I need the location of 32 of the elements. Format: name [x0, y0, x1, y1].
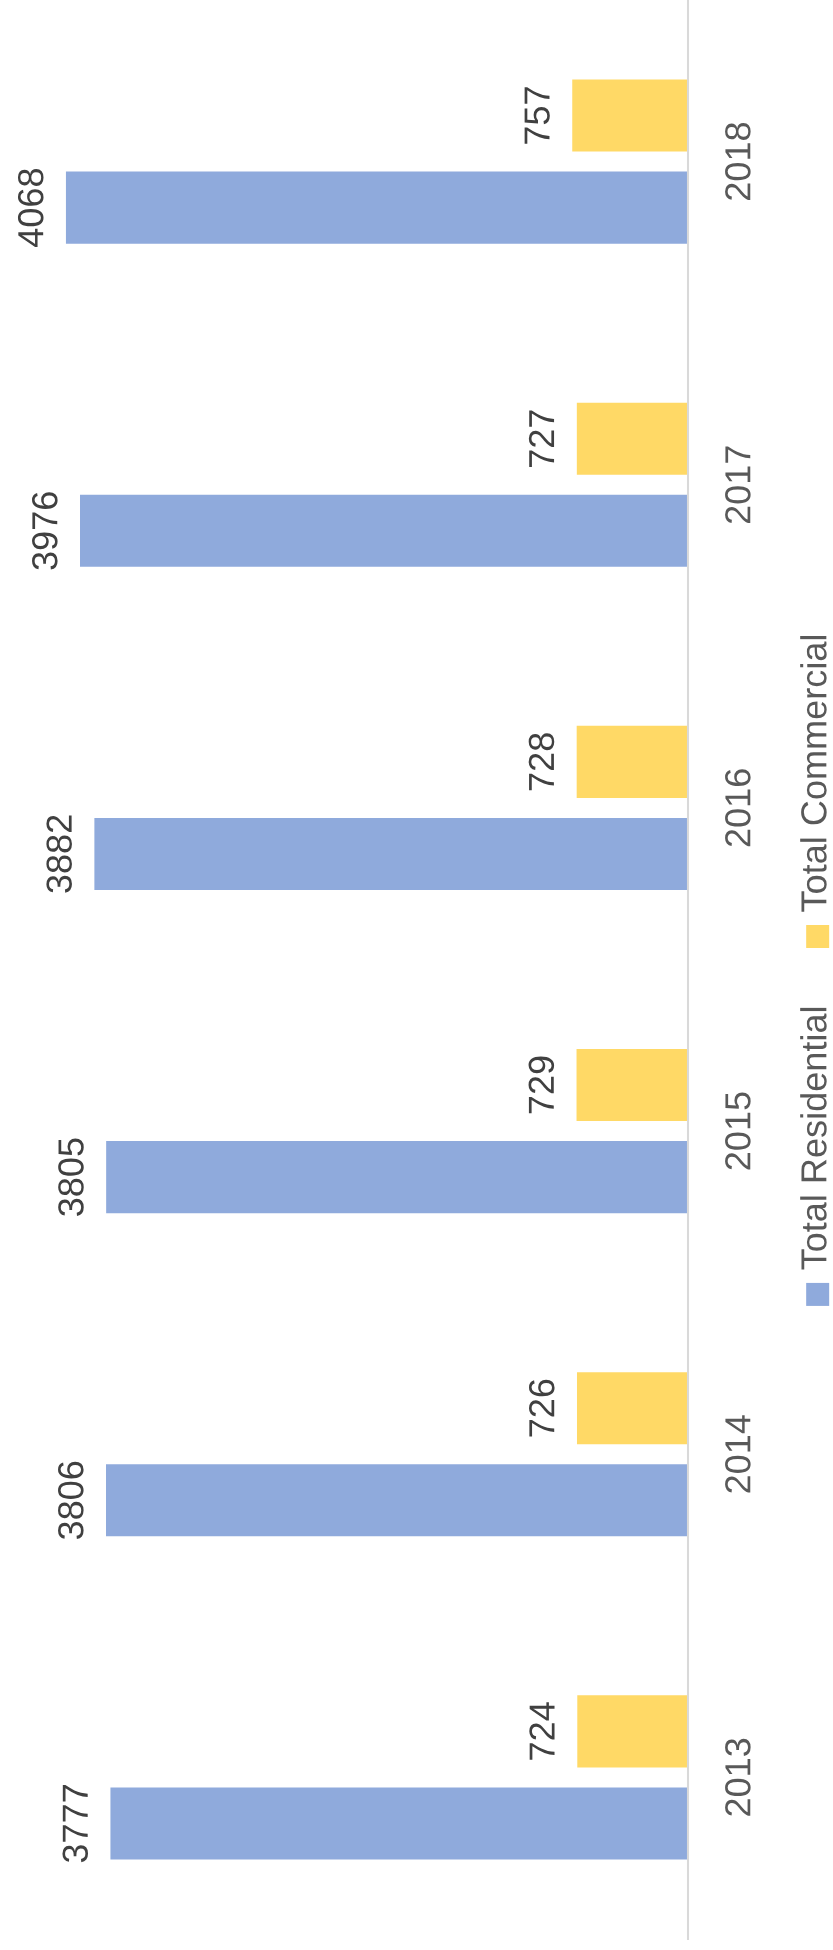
bar [572, 79, 688, 152]
data-label: 729 [528, 1056, 555, 1114]
bar [576, 402, 688, 475]
bar [576, 1372, 688, 1445]
data-label: 3806 [58, 1461, 84, 1540]
y-tick-label: 2016 [725, 769, 751, 847]
data-label: 728 [528, 733, 555, 791]
data-label: 4068 [17, 169, 44, 247]
y-tick-label: 2014 [725, 1415, 751, 1493]
bar [65, 171, 688, 244]
y-tick-label: 2018 [725, 122, 751, 200]
y-tick-label: 2017 [725, 446, 751, 524]
y-tick-label: 2013 [725, 1738, 751, 1816]
bar [576, 1049, 688, 1122]
bar [110, 1787, 688, 1860]
data-label: 757 [524, 87, 550, 144]
data-label: 3976 [32, 492, 58, 570]
bar [106, 1141, 688, 1214]
text: Total Commercial [800, 635, 827, 912]
data-label: 724 [529, 1702, 555, 1760]
bar [80, 494, 688, 567]
text: Total Residential [800, 1007, 827, 1270]
y-tick-label: 2015 [725, 1092, 751, 1170]
bar [576, 725, 688, 798]
data-label: 3805 [58, 1138, 84, 1216]
bar [94, 817, 688, 890]
data-label: 727 [528, 410, 555, 467]
data-label: 726 [529, 1379, 555, 1437]
data-label: 3777 [62, 1785, 89, 1863]
data-label: 3882 [46, 815, 72, 893]
bar [106, 1464, 688, 1537]
bar [577, 1695, 688, 1768]
